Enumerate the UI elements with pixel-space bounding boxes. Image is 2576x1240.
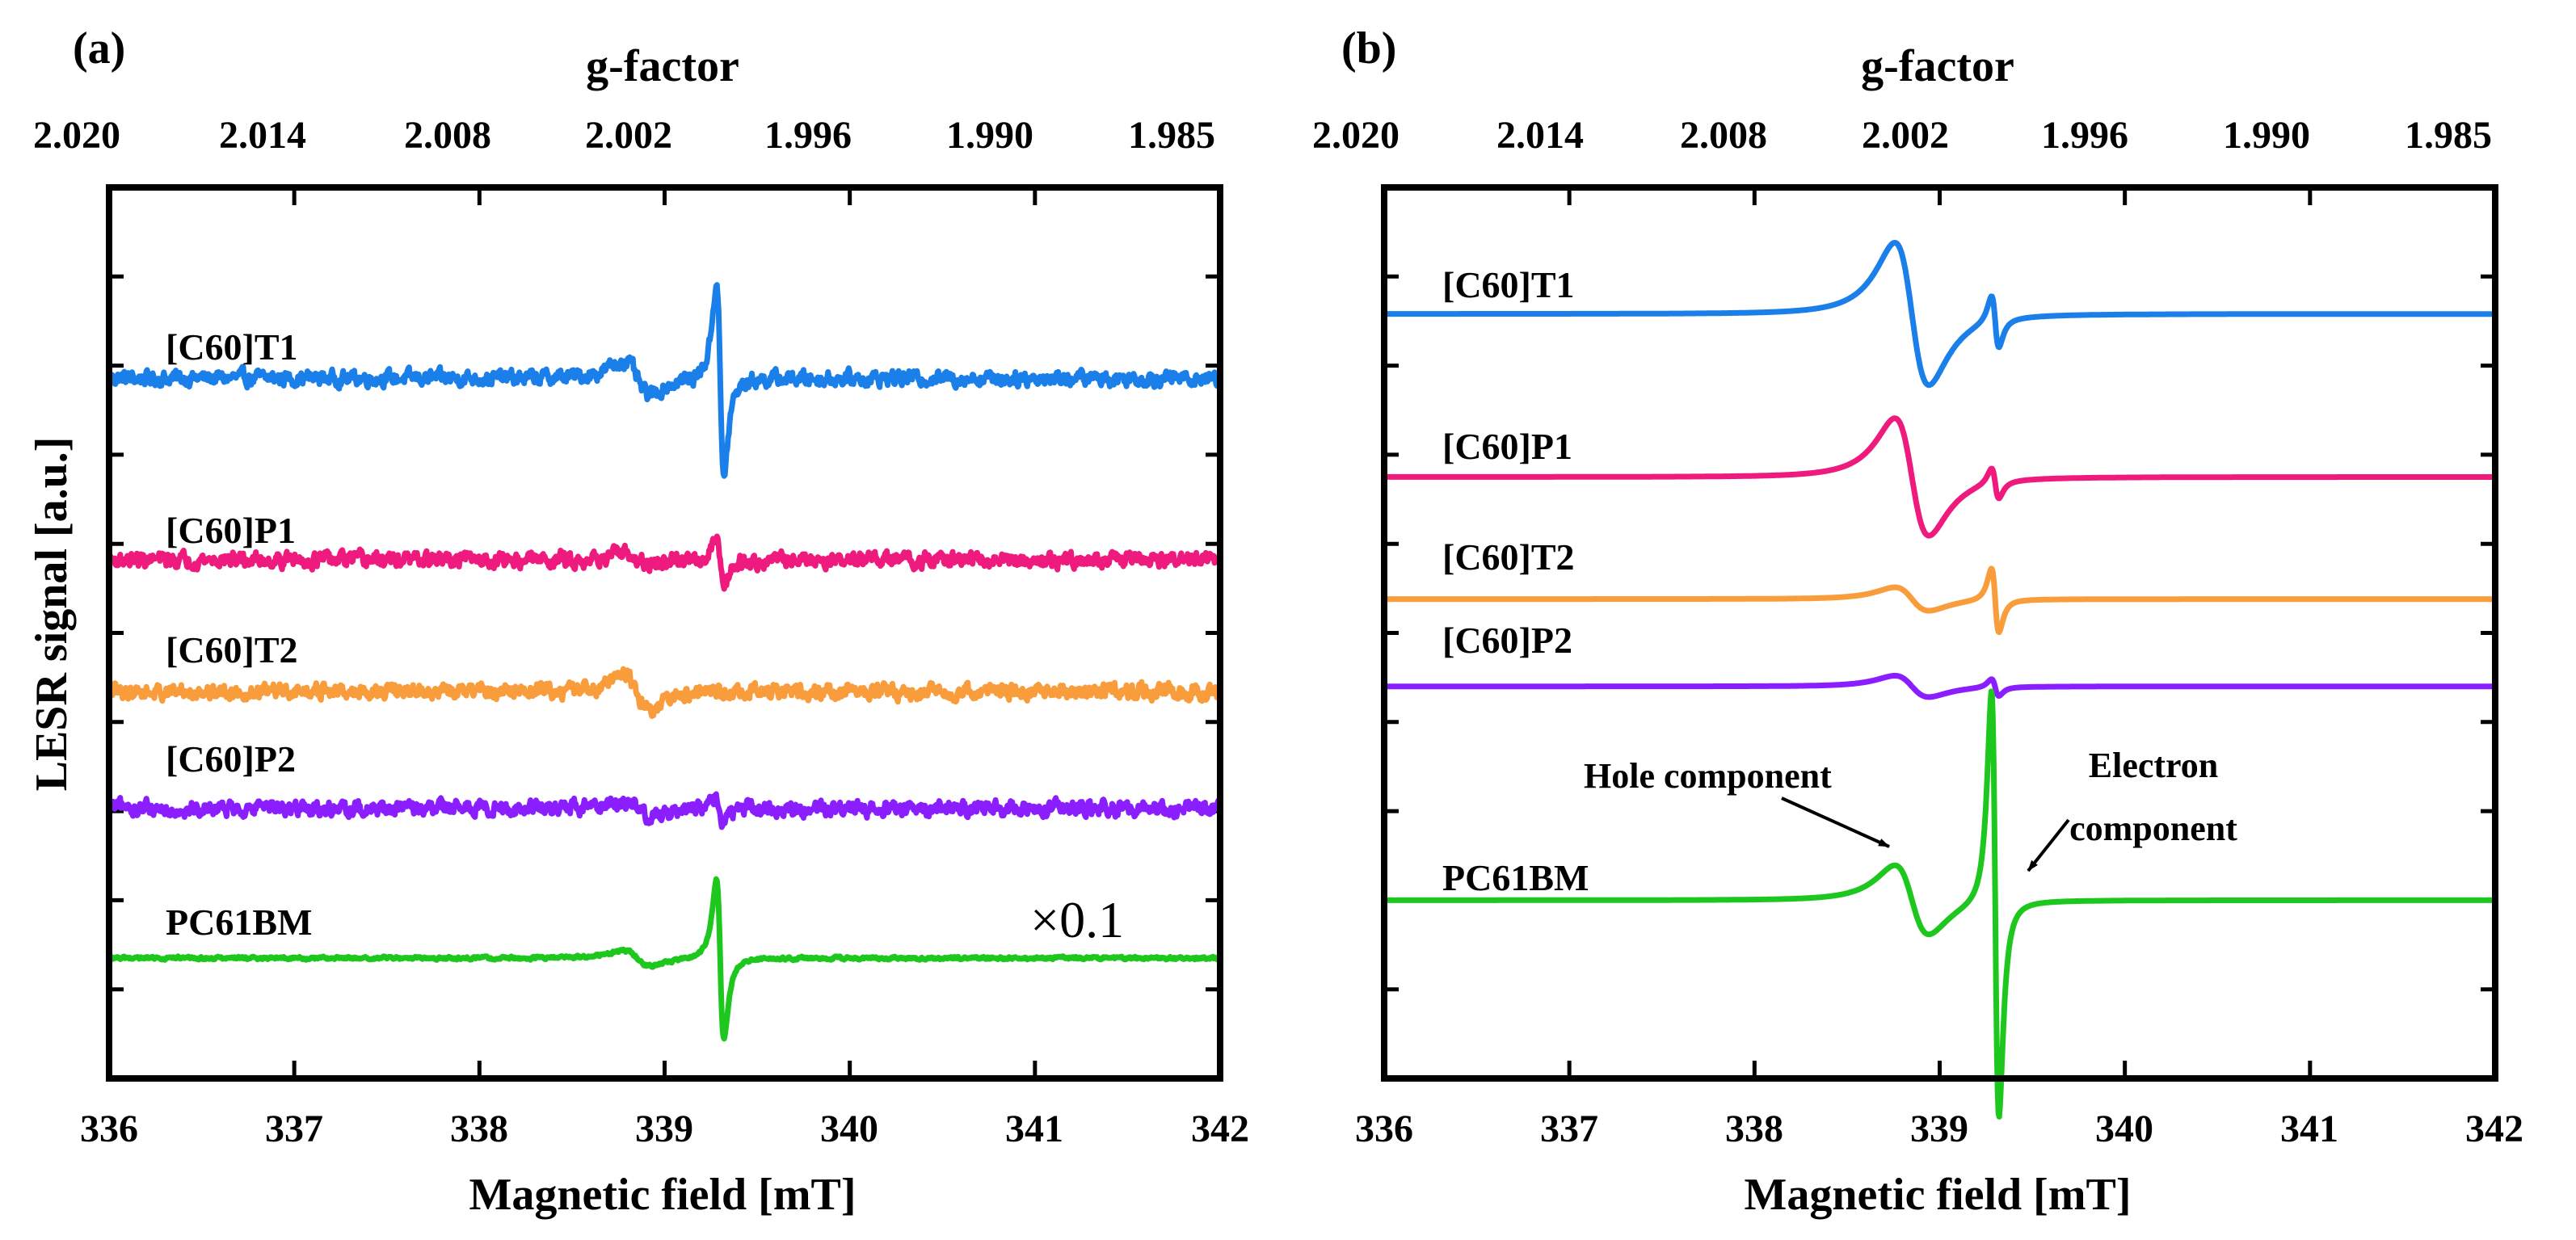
annotation-electron-line1: Electron bbox=[2089, 746, 2219, 785]
series-line-c60t1 bbox=[1382, 240, 2498, 389]
series-line-pc61bm bbox=[1382, 688, 2498, 1120]
series-label-pc61bm: PC61BM bbox=[1442, 857, 1589, 898]
series-label-c60-p1: [C60]P1 bbox=[1442, 426, 1572, 467]
top-tick-label: 1.985 bbox=[2405, 114, 2492, 157]
panel-b-top-tick-labels: 2.020 2.014 2.008 2.002 1.996 1.990 1.98… bbox=[1312, 114, 2492, 157]
x-tick-label: 342 bbox=[1191, 1108, 1249, 1150]
top-tick-label: 2.014 bbox=[219, 114, 306, 157]
panel-a-series bbox=[106, 282, 1223, 1042]
x-tick-label: 339 bbox=[635, 1108, 693, 1150]
panel-a-label: (a) bbox=[73, 23, 125, 74]
series-label-c60-t1: [C60]T1 bbox=[1442, 264, 1575, 305]
series-label-pc61bm: PC61BM bbox=[166, 902, 312, 943]
series-line-pc61bm bbox=[107, 876, 1223, 1042]
top-tick-label: 1.996 bbox=[2041, 114, 2128, 157]
series-line-c60p2 bbox=[1382, 672, 2498, 700]
panel-a-top-tick-labels: 2.020 2.014 2.008 2.002 1.996 1.990 1.98… bbox=[33, 114, 1215, 157]
x-tick-label: 338 bbox=[450, 1108, 508, 1150]
top-tick-label: 2.002 bbox=[1862, 114, 1949, 157]
panel-b-plot-frame bbox=[1381, 184, 2498, 1082]
annotation-hole-arrow bbox=[1781, 797, 1890, 848]
panel-a-top-axis-title: g-factor bbox=[586, 41, 739, 91]
top-tick-label: 2.002 bbox=[585, 114, 672, 157]
panel-b: (b) g-factor Magnetic field [mT] 2.020 2… bbox=[1312, 23, 2523, 1220]
x-tick-label: 338 bbox=[1725, 1108, 1783, 1150]
panel-a-y-axis-title: LESR signal [a.u.] bbox=[27, 437, 77, 792]
annotation-electron-line2: component bbox=[2069, 809, 2237, 848]
panel-b-top-axis-title: g-factor bbox=[1861, 41, 2014, 91]
panel-a-plot-frame bbox=[106, 184, 1223, 1082]
x-tick-label: 336 bbox=[1355, 1108, 1413, 1150]
panel-b-x-axis-title: Magnetic field [mT] bbox=[1745, 1170, 2132, 1220]
x-tick-label: 340 bbox=[2095, 1108, 2153, 1150]
series-line-c60p1 bbox=[106, 533, 1223, 592]
panel-b-series bbox=[1382, 240, 2498, 1120]
x-tick-label: 340 bbox=[820, 1108, 878, 1150]
top-tick-label: 2.008 bbox=[1680, 114, 1767, 157]
x-tick-label: 342 bbox=[2465, 1108, 2523, 1150]
x-tick-label: 339 bbox=[1910, 1108, 1968, 1150]
panel-a: (a) g-factor LESR signal [a.u.] Magnetic… bbox=[27, 23, 1249, 1220]
series-label-c60-t2: [C60]T2 bbox=[1442, 536, 1575, 578]
scale-note: ×0.1 bbox=[1030, 891, 1124, 948]
series-line-c60t2 bbox=[1382, 565, 2498, 636]
series-label-c60-p2: [C60]P2 bbox=[166, 738, 296, 780]
series-label-c60-t1: [C60]T1 bbox=[166, 326, 298, 368]
series-line-c60t2 bbox=[106, 666, 1223, 719]
series-line-c60p1 bbox=[1382, 415, 2498, 539]
x-tick-label: 341 bbox=[2280, 1108, 2338, 1150]
series-line-c60p2 bbox=[107, 791, 1223, 830]
top-tick-label: 1.990 bbox=[2223, 114, 2310, 157]
top-tick-label: 1.990 bbox=[946, 114, 1033, 157]
panel-a-x-tick-labels: 336 337 338 339 340 341 342 bbox=[80, 1108, 1249, 1150]
top-tick-label: 2.014 bbox=[1496, 114, 1584, 157]
x-tick-label: 337 bbox=[1540, 1108, 1598, 1150]
panel-b-label: (b) bbox=[1341, 23, 1396, 74]
series-label-c60-t2: [C60]T2 bbox=[166, 629, 298, 670]
x-tick-label: 336 bbox=[80, 1108, 138, 1150]
top-tick-label: 1.996 bbox=[764, 114, 852, 157]
series-label-c60-p1: [C60]P1 bbox=[166, 510, 296, 551]
annotation-electron-arrow bbox=[2027, 818, 2070, 872]
x-tick-label: 341 bbox=[1005, 1108, 1063, 1150]
series-label-c60-p2: [C60]P2 bbox=[1442, 620, 1572, 661]
series-line-c60t1 bbox=[106, 282, 1223, 479]
top-tick-label: 2.008 bbox=[404, 114, 491, 157]
panel-a-x-axis-title: Magnetic field [mT] bbox=[469, 1170, 857, 1220]
annotation-hole-component: Hole component bbox=[1584, 756, 1832, 796]
top-tick-label: 2.020 bbox=[1312, 114, 1400, 157]
top-tick-label: 1.985 bbox=[1128, 114, 1215, 157]
top-tick-label: 2.020 bbox=[33, 114, 120, 157]
x-tick-label: 337 bbox=[265, 1108, 323, 1150]
panel-b-x-tick-labels: 336 337 338 339 340 341 342 bbox=[1355, 1108, 2523, 1150]
